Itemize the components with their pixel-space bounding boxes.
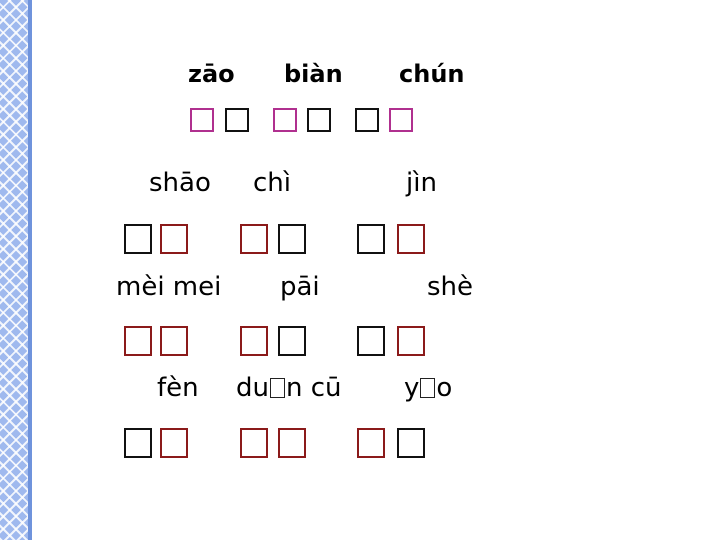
char-box bbox=[124, 224, 152, 254]
pinyin-bian: biàn bbox=[284, 60, 343, 88]
char-box bbox=[397, 428, 425, 458]
pinyin-fen: fèn bbox=[157, 373, 199, 403]
char-box bbox=[124, 428, 152, 458]
pinyin-yao-post: o bbox=[436, 373, 453, 403]
pinyin-meimei: mèi mei bbox=[116, 272, 222, 302]
char-box bbox=[307, 108, 331, 132]
char-box bbox=[278, 428, 306, 458]
char-box bbox=[160, 326, 188, 356]
char-box bbox=[278, 326, 306, 356]
char-box bbox=[397, 224, 425, 254]
char-box bbox=[278, 224, 306, 254]
pinyin-shao: shāo bbox=[149, 168, 211, 198]
pinyin-duan-post: n cū bbox=[285, 373, 342, 403]
char-box bbox=[357, 224, 385, 254]
pinyin-yao-pre: y bbox=[404, 373, 420, 403]
char-box bbox=[389, 108, 413, 132]
pinyin-duan-cu: du n cū bbox=[236, 373, 342, 403]
char-box bbox=[397, 326, 425, 356]
char-box bbox=[124, 326, 152, 356]
missing-glyph-box bbox=[269, 378, 285, 398]
char-box bbox=[160, 224, 188, 254]
char-box bbox=[357, 428, 385, 458]
pinyin-duan-pre: du bbox=[236, 373, 269, 403]
char-box bbox=[240, 428, 268, 458]
char-box bbox=[240, 326, 268, 356]
char-box bbox=[355, 108, 379, 132]
pinyin-chun: chún bbox=[399, 60, 465, 88]
char-box bbox=[190, 108, 214, 132]
pinyin-she: shè bbox=[427, 272, 474, 302]
pinyin-zao: zāo bbox=[188, 60, 235, 88]
pinyin-pai: pāi bbox=[280, 272, 320, 302]
pinyin-jin: jìn bbox=[406, 168, 437, 198]
char-box bbox=[160, 428, 188, 458]
char-box bbox=[240, 224, 268, 254]
decorative-border-strip bbox=[0, 0, 32, 540]
missing-glyph-box bbox=[420, 378, 436, 398]
char-box bbox=[273, 108, 297, 132]
char-box bbox=[357, 326, 385, 356]
char-box bbox=[225, 108, 249, 132]
pinyin-chi: chì bbox=[253, 168, 291, 198]
